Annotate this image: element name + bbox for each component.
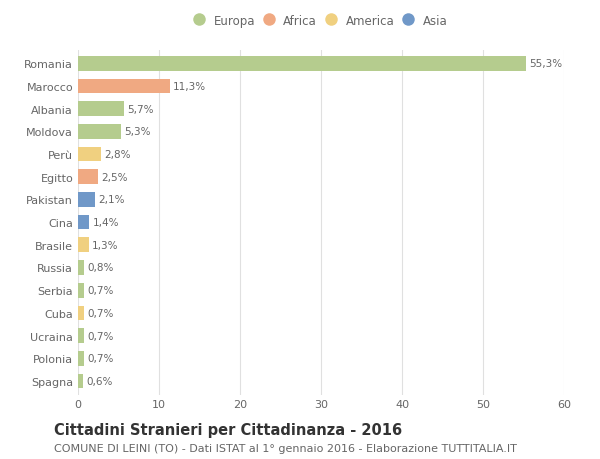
Bar <box>78 238 89 252</box>
Bar <box>78 125 121 140</box>
Bar <box>78 79 170 94</box>
Text: 0,7%: 0,7% <box>87 331 113 341</box>
Bar <box>78 193 95 207</box>
Text: 55,3%: 55,3% <box>529 59 562 69</box>
Text: Cittadini Stranieri per Cittadinanza - 2016: Cittadini Stranieri per Cittadinanza - 2… <box>54 422 402 437</box>
Text: 0,8%: 0,8% <box>88 263 114 273</box>
Bar <box>78 170 98 185</box>
Bar <box>78 215 89 230</box>
Text: 1,4%: 1,4% <box>92 218 119 228</box>
Bar <box>78 57 526 72</box>
Text: 5,7%: 5,7% <box>127 104 154 114</box>
Bar <box>78 306 83 320</box>
Text: COMUNE DI LEINI (TO) - Dati ISTAT al 1° gennaio 2016 - Elaborazione TUTTITALIA.I: COMUNE DI LEINI (TO) - Dati ISTAT al 1° … <box>54 443 517 453</box>
Bar <box>78 102 124 117</box>
Text: 2,8%: 2,8% <box>104 150 130 160</box>
Legend: Europa, Africa, America, Asia: Europa, Africa, America, Asia <box>194 15 448 28</box>
Bar <box>78 283 83 298</box>
Text: 11,3%: 11,3% <box>173 82 206 92</box>
Text: 0,7%: 0,7% <box>87 285 113 296</box>
Text: 0,7%: 0,7% <box>87 353 113 364</box>
Bar <box>78 351 83 366</box>
Text: 5,3%: 5,3% <box>124 127 151 137</box>
Bar <box>78 329 83 343</box>
Bar <box>78 261 85 275</box>
Bar <box>78 147 101 162</box>
Text: 0,6%: 0,6% <box>86 376 112 386</box>
Text: 2,1%: 2,1% <box>98 195 125 205</box>
Bar <box>78 374 83 388</box>
Text: 0,7%: 0,7% <box>87 308 113 318</box>
Text: 1,3%: 1,3% <box>92 240 118 250</box>
Text: 2,5%: 2,5% <box>101 172 128 182</box>
